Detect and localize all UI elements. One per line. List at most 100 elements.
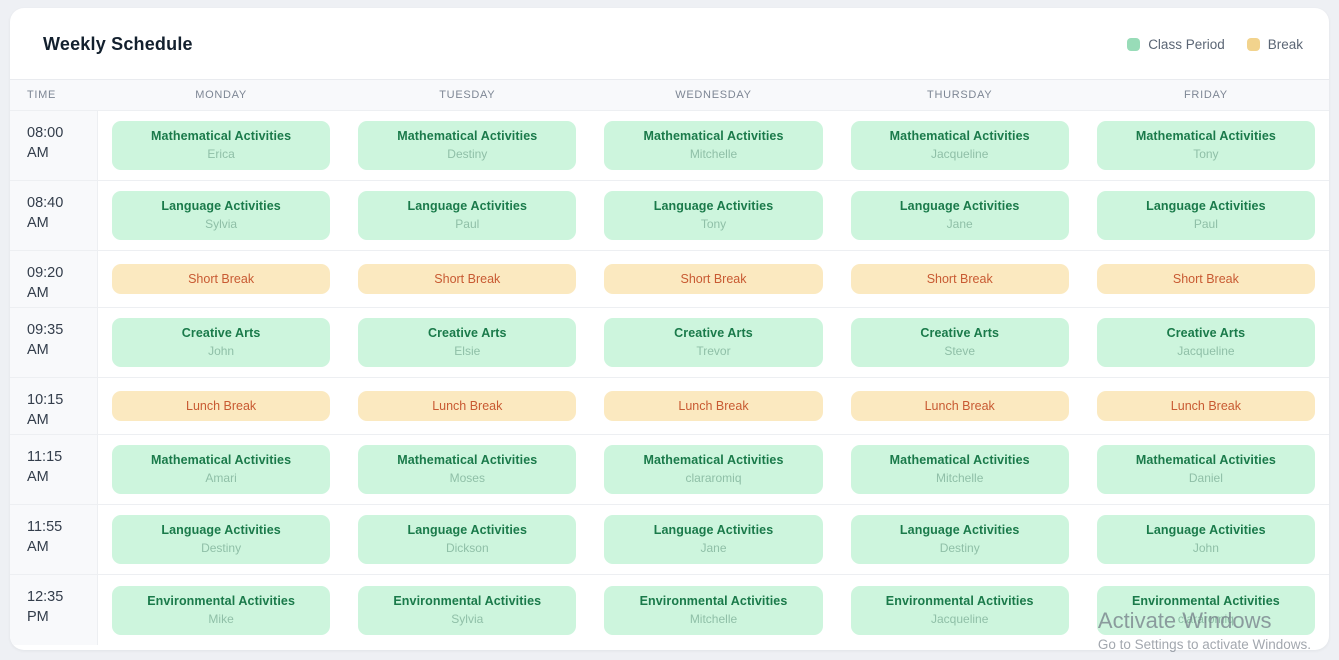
break-pill: Short Break: [112, 264, 330, 294]
day-cell: Language ActivitiesTony: [590, 181, 836, 250]
class-period-pill: Mathematical ActivitiesTony: [1097, 121, 1315, 170]
activity-title: Language Activities: [116, 523, 326, 537]
activity-title: Creative Arts: [608, 326, 818, 340]
time-cell: 09:20AM: [10, 251, 98, 307]
time-cell: 08:40AM: [10, 181, 98, 250]
activity-title: Environmental Activities: [116, 594, 326, 608]
legend-label: Class Period: [1148, 37, 1225, 52]
legend-label: Break: [1268, 37, 1303, 52]
day-cell: Language ActivitiesSylvia: [98, 181, 344, 250]
day-cell: Mathematical ActivitiesDaniel: [1083, 435, 1329, 504]
teacher-name: Paul: [362, 217, 572, 231]
day-cell: Creative ArtsElsie: [344, 308, 590, 377]
activity-title: Mathematical Activities: [1101, 129, 1311, 143]
time-meridiem: AM: [27, 410, 89, 430]
day-cell: Mathematical ActivitiesMitchelle: [590, 111, 836, 180]
break-pill: Short Break: [604, 264, 822, 294]
day-cell: Mathematical Activitiesclararomiq: [590, 435, 836, 504]
class-period-pill: Mathematical ActivitiesMitchelle: [604, 121, 822, 170]
class-period-pill: Environmental ActivitiesSylvia: [358, 586, 576, 635]
schedule-row: 08:00AMMathematical ActivitiesEricaMathe…: [10, 111, 1329, 181]
time-meridiem: AM: [27, 213, 89, 233]
column-header-thursday: THURSDAY: [837, 80, 1083, 110]
day-cell: Mathematical Activities Amari: [98, 435, 344, 504]
break-pill: Lunch Break: [358, 391, 576, 421]
break-pill: Short Break: [358, 264, 576, 294]
column-header-wednesday: WEDNESDAY: [590, 80, 836, 110]
schedule-row: 10:15AM Lunch Break Lunch Break Lunch Break…: [10, 378, 1329, 435]
teacher-name: Jane: [855, 217, 1065, 231]
day-cell: Environmental ActivitiesMitchelle: [590, 575, 836, 645]
legend-item-class-period: Class Period: [1127, 37, 1225, 52]
day-cell: Creative Arts John: [98, 308, 344, 377]
class-period-pill: Mathematical ActivitiesErica: [112, 121, 330, 170]
day-cell: Language ActivitiesDickson: [344, 505, 590, 574]
time-cell: 10:15AM: [10, 378, 98, 434]
activity-title: Mathematical Activities: [1101, 453, 1311, 467]
day-cell: Lunch Break: [837, 378, 1083, 434]
class-period-pill: Creative Arts Steve: [851, 318, 1069, 367]
day-cell: Mathematical ActivitiesErica: [98, 111, 344, 180]
legend: Class Period Break: [1127, 37, 1303, 52]
teacher-name: Destiny: [116, 541, 326, 555]
card-header: Weekly Schedule Class PeriodBreak: [10, 8, 1329, 80]
schedule-row: 11:55AMLanguage ActivitiesDestinyLanguag…: [10, 505, 1329, 575]
break-pill: Lunch Break: [112, 391, 330, 421]
day-cell: Lunch Break: [344, 378, 590, 434]
teacher-name: John: [116, 344, 326, 358]
teacher-name: clararomiq: [1101, 612, 1311, 626]
time-cell: 11:15AM: [10, 435, 98, 504]
teacher-name: Jane: [608, 541, 818, 555]
teacher-name: clararomiq: [608, 471, 818, 485]
teacher-name: Mike: [116, 612, 326, 626]
teacher-name: Amari: [116, 471, 326, 485]
break-pill: Lunch Break: [604, 391, 822, 421]
activity-title: Environmental Activities: [1101, 594, 1311, 608]
time-value: 09:35: [27, 320, 89, 340]
time-value: 11:15: [27, 447, 89, 467]
day-cell: Mathematical ActivitiesMoses: [344, 435, 590, 504]
day-cell: Language ActivitiesJohn: [1083, 505, 1329, 574]
time-cell: 08:00AM: [10, 111, 98, 180]
activity-title: Environmental Activities: [362, 594, 572, 608]
day-cell: Creative ArtsJacqueline: [1083, 308, 1329, 377]
activity-title: Language Activities: [608, 523, 818, 537]
schedule-table: TIMEMONDAYTUESDAYWEDNESDAYTHURSDAYFRIDAY…: [10, 80, 1329, 645]
class-period-pill: Language Activities Jane: [604, 515, 822, 564]
activity-title: Creative Arts: [855, 326, 1065, 340]
activity-title: Creative Arts: [362, 326, 572, 340]
teacher-name: Mitchelle: [608, 612, 818, 626]
schedule-row: 08:40AMLanguage ActivitiesSylviaLanguage…: [10, 181, 1329, 251]
day-cell: Language Activities Jane: [837, 181, 1083, 250]
teacher-name: Jacqueline: [855, 612, 1065, 626]
column-header-friday: FRIDAY: [1083, 80, 1329, 110]
activity-title: Language Activities: [1101, 523, 1311, 537]
activity-title: Creative Arts: [116, 326, 326, 340]
activity-title: Language Activities: [855, 199, 1065, 213]
day-cell: Creative Arts Steve: [837, 308, 1083, 377]
class-period-pill: Creative ArtsTrevor: [604, 318, 822, 367]
time-value: 12:35: [27, 587, 89, 607]
class-period-pill: Language ActivitiesJohn: [1097, 515, 1315, 564]
day-cell: Environmental ActivitiesJacqueline: [837, 575, 1083, 645]
time-value: 10:15: [27, 390, 89, 410]
teacher-name: Steve: [855, 344, 1065, 358]
time-meridiem: AM: [27, 467, 89, 487]
day-cell: Short Break: [590, 251, 836, 307]
class-period-pill: Mathematical ActivitiesMitchelle: [851, 445, 1069, 494]
class-period-pill: Creative ArtsJacqueline: [1097, 318, 1315, 367]
teacher-name: Mitchelle: [608, 147, 818, 161]
time-value: 11:55: [27, 517, 89, 537]
activity-title: Language Activities: [855, 523, 1065, 537]
column-header-tuesday: TUESDAY: [344, 80, 590, 110]
schedule-row: 09:35AMCreative ArtsJohnCreative ArtsEls…: [10, 308, 1329, 378]
day-cell: Language ActivitiesPaul: [1083, 181, 1329, 250]
class-period-pill: Environmental ActivitiesJacqueline: [851, 586, 1069, 635]
teacher-name: Mitchelle: [855, 471, 1065, 485]
break-pill: Short Break: [851, 264, 1069, 294]
activity-title: Language Activities: [116, 199, 326, 213]
activity-title: Mathematical Activities: [116, 453, 326, 467]
day-cell: Environmental ActivitiesSylvia: [344, 575, 590, 645]
activity-title: Mathematical Activities: [116, 129, 326, 143]
day-cell: Mathematical ActivitiesMitchelle: [837, 435, 1083, 504]
